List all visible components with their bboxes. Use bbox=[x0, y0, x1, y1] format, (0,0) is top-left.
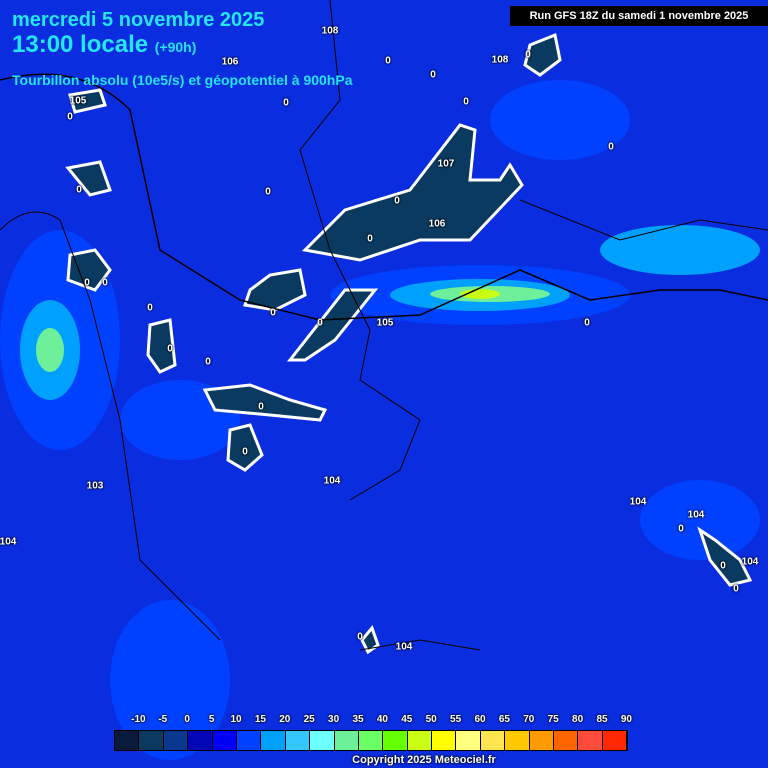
legend-swatch bbox=[505, 731, 530, 750]
contour-label: 0 bbox=[242, 446, 248, 458]
legend-tick: 25 bbox=[303, 714, 315, 725]
copyright: Copyright 2025 Meteociel.fr bbox=[352, 754, 496, 766]
contour-label: 106 bbox=[428, 218, 446, 230]
contour-label: 0 bbox=[720, 560, 726, 572]
legend-swatch bbox=[261, 731, 286, 750]
legend-tick: -10 bbox=[131, 714, 146, 725]
geopotential-and-borders bbox=[0, 0, 768, 651]
run-info: Run GFS 18Z du samedi 1 novembre 2025 bbox=[510, 6, 768, 26]
legend-swatch bbox=[212, 731, 237, 750]
contour-label: 0 bbox=[525, 49, 531, 61]
forecast-date: mercredi 5 novembre 2025 bbox=[12, 9, 265, 31]
contour-label: 104 bbox=[323, 475, 341, 487]
local-time: 13:00 locale bbox=[12, 31, 149, 58]
legend-swatch bbox=[383, 731, 408, 750]
legend-swatch bbox=[115, 731, 140, 750]
legend-swatch bbox=[456, 731, 481, 750]
legend-tick: 80 bbox=[572, 714, 584, 725]
legend-ticks: -10 -5 0 5 10 15 20 25 30 35 40 45 50 55 60 65 70 75 80 85 9… bbox=[114, 714, 654, 728]
negative-vorticity-contours bbox=[65, 32, 753, 655]
legend-swatch bbox=[529, 731, 555, 750]
contour-label: 0 bbox=[102, 277, 108, 289]
legend-tick: 65 bbox=[498, 714, 510, 725]
legend-tick: 45 bbox=[401, 714, 413, 725]
legend-tick: 85 bbox=[596, 714, 608, 725]
legend-tick: 60 bbox=[474, 714, 486, 725]
contour-label: 0 bbox=[367, 233, 373, 245]
legend-tick: 5 bbox=[208, 714, 215, 725]
color-legend bbox=[114, 730, 629, 751]
legend-tick: 30 bbox=[328, 714, 340, 725]
contour-label: 108 bbox=[491, 54, 509, 66]
contour-label: 0 bbox=[463, 96, 469, 108]
contour-label: 0 bbox=[258, 401, 264, 413]
contour-label: 104 bbox=[687, 509, 705, 521]
field-shading bbox=[0, 80, 760, 760]
legend-tick: 70 bbox=[523, 714, 535, 725]
legend-tick: 55 bbox=[450, 714, 462, 725]
legend-swatch bbox=[334, 731, 359, 750]
legend-tick: 75 bbox=[547, 714, 559, 725]
legend-swatch bbox=[578, 731, 603, 750]
legend-tick: 10 bbox=[230, 714, 242, 725]
contour-label: 106 bbox=[221, 56, 239, 68]
contour-label: 0 bbox=[76, 184, 82, 196]
contour-label: 0 bbox=[317, 317, 323, 329]
legend-swatch bbox=[554, 731, 579, 750]
contour-label: 105 bbox=[376, 317, 394, 329]
contour-label: 108 bbox=[321, 25, 339, 37]
contour-label: 104 bbox=[0, 536, 17, 548]
lead-time: (+90h) bbox=[154, 39, 197, 55]
legend-swatch bbox=[163, 731, 189, 750]
contour-label: 0 bbox=[283, 97, 289, 109]
contour-label: 104 bbox=[395, 641, 413, 653]
forecast-time: 13:00 locale (+90h) bbox=[12, 31, 196, 59]
contour-label: 0 bbox=[167, 343, 173, 355]
legend-swatch bbox=[358, 731, 384, 750]
legend-swatch bbox=[407, 731, 433, 750]
contour-label: 0 bbox=[430, 69, 436, 81]
contour-label: 0 bbox=[265, 186, 271, 198]
legend-tick: 20 bbox=[279, 714, 291, 725]
legend-swatch bbox=[236, 731, 262, 750]
contour-label: 0 bbox=[678, 523, 684, 535]
contour-label: 0 bbox=[394, 195, 400, 207]
contour-label: 0 bbox=[67, 111, 73, 123]
contour-label: 0 bbox=[147, 302, 153, 314]
legend-tick: -5 bbox=[158, 714, 168, 725]
contour-label: 0 bbox=[733, 583, 739, 595]
legend-tick: 90 bbox=[620, 714, 632, 725]
contour-label: 105 bbox=[69, 95, 87, 107]
contour-label: 0 bbox=[385, 55, 391, 67]
legend-tick: 50 bbox=[425, 714, 437, 725]
legend-tick: 0 bbox=[184, 714, 190, 725]
legend-swatch bbox=[188, 731, 213, 750]
parameter-title: Tourbillon absolu (10e5/s) et géopotenti… bbox=[12, 72, 353, 88]
legend-tick: 40 bbox=[376, 714, 388, 725]
contour-label: 0 bbox=[205, 356, 211, 368]
contour-label: 0 bbox=[608, 141, 614, 153]
contour-label: 0 bbox=[270, 307, 276, 319]
contour-label: 104 bbox=[629, 496, 647, 508]
legend-swatch bbox=[432, 731, 457, 750]
contour-label: 107 bbox=[437, 158, 455, 170]
contour-label: 0 bbox=[584, 317, 590, 329]
legend-swatch bbox=[480, 731, 506, 750]
contour-label: 0 bbox=[357, 631, 363, 643]
legend-swatch bbox=[310, 731, 335, 750]
legend-tick: 15 bbox=[254, 714, 266, 725]
legend-tick: 35 bbox=[352, 714, 364, 725]
contour-label: 104 bbox=[741, 556, 759, 568]
contour-label: 103 bbox=[86, 480, 104, 492]
contour-label: 0 bbox=[84, 277, 90, 289]
legend-swatch bbox=[602, 731, 628, 750]
legend-swatch bbox=[139, 731, 164, 750]
legend-swatch bbox=[285, 731, 311, 750]
